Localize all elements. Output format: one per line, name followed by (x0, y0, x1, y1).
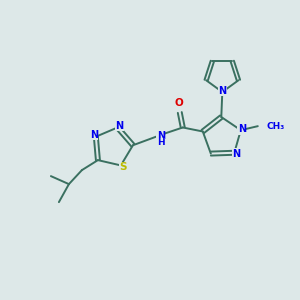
Text: N: N (90, 130, 98, 140)
Text: N: N (218, 86, 226, 96)
Text: H: H (157, 138, 165, 147)
Text: N: N (238, 124, 246, 134)
Text: N: N (157, 131, 165, 142)
Text: CH₃: CH₃ (267, 122, 285, 131)
Text: S: S (119, 162, 127, 172)
Text: N: N (232, 149, 240, 159)
Text: O: O (174, 98, 183, 109)
Text: N: N (116, 121, 124, 130)
